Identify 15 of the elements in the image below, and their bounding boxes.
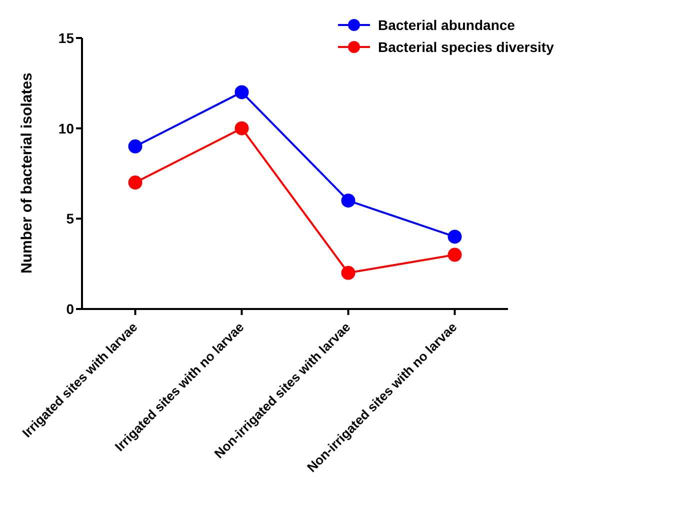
y-tick-label: 0	[66, 300, 74, 317]
y-tick-label: 5	[66, 210, 74, 227]
point	[448, 230, 462, 244]
y-tick-label: 15	[58, 30, 74, 46]
point	[234, 121, 249, 136]
point	[341, 266, 356, 280]
y-tick-label: 10	[58, 120, 74, 136]
legend-label: Bacterial abundance	[378, 16, 515, 35]
point	[234, 85, 249, 100]
legend-label: Bacterial species diversity	[378, 38, 554, 57]
y-axis-title: Number of bacterial isolates	[18, 72, 36, 274]
point	[448, 248, 462, 262]
point	[341, 194, 356, 208]
point	[128, 139, 142, 154]
point	[128, 176, 142, 190]
